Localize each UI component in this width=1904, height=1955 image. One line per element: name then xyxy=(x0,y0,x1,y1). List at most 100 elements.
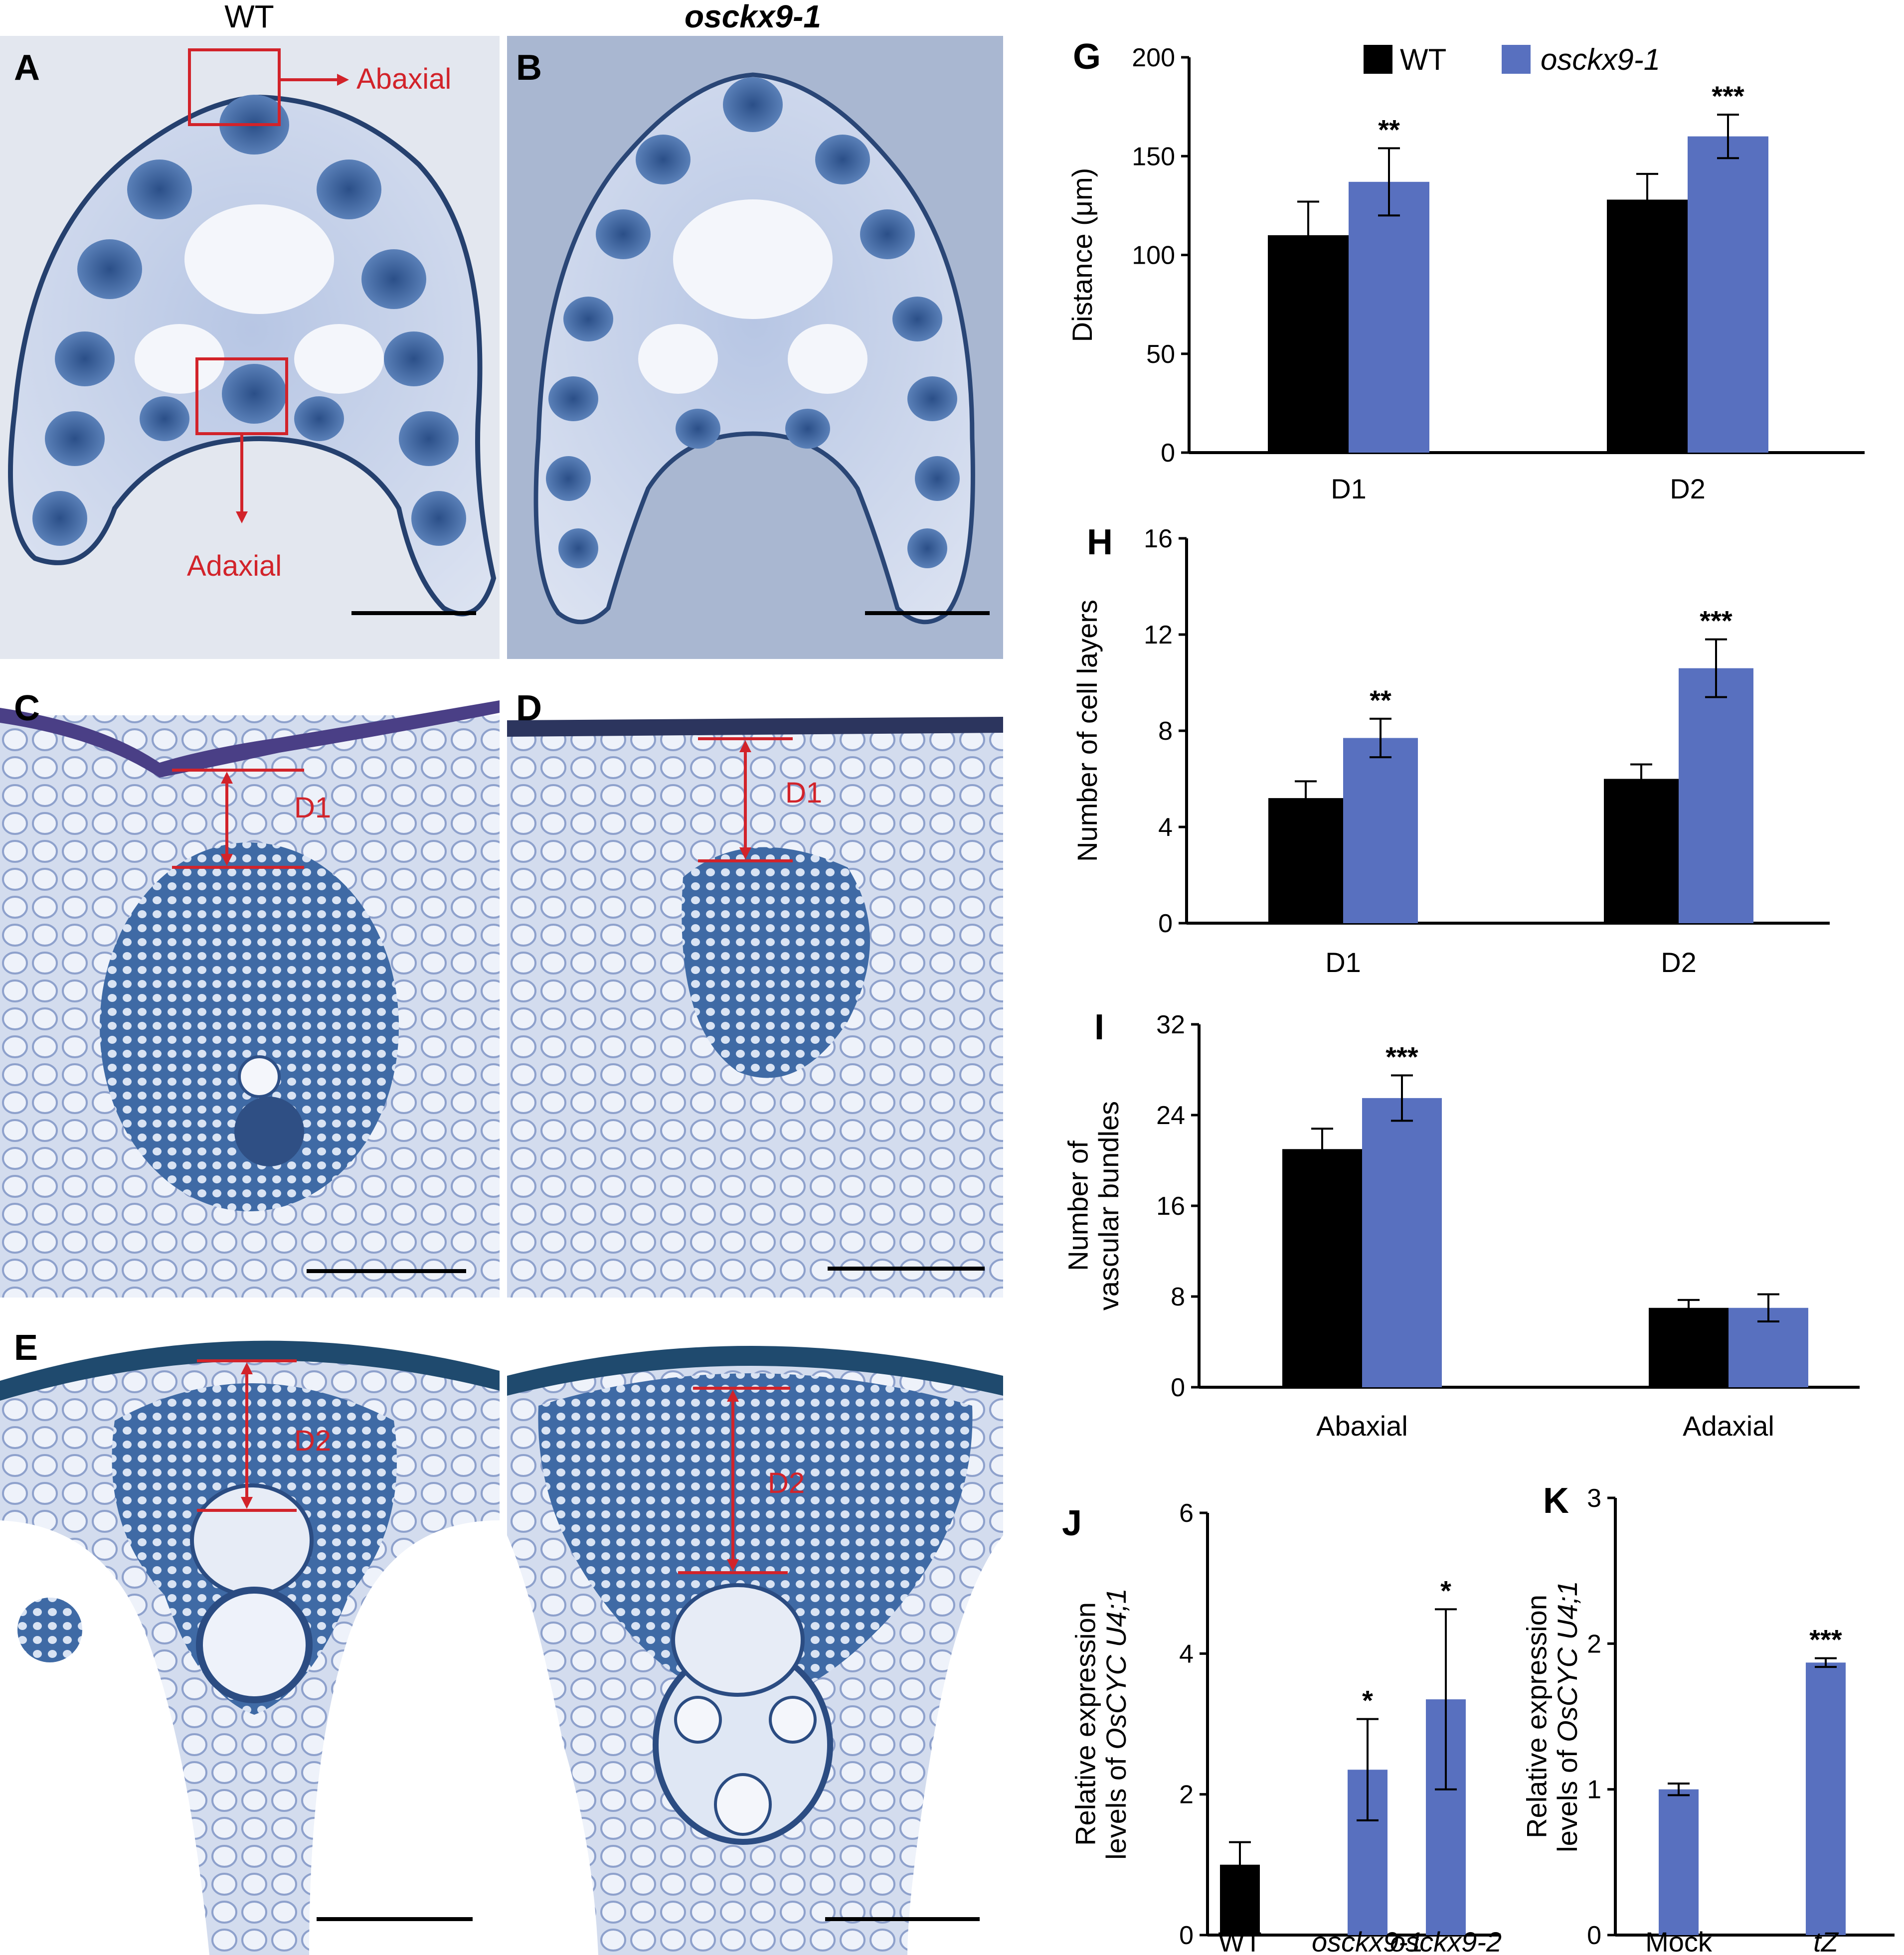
significance-label: ** xyxy=(1378,114,1400,145)
x-category-label: D1 xyxy=(1331,473,1367,504)
chart-g: 0 50 100 150 200 Distance (μm) ** D1 *** D2 xyxy=(1066,43,1865,504)
significance-label: *** xyxy=(1712,80,1744,112)
vascular-bundles xyxy=(546,77,960,568)
x-category-label: Mock xyxy=(1645,1926,1713,1955)
significance-label: *** xyxy=(1809,1624,1842,1655)
bar-mutant xyxy=(1349,181,1429,453)
adaxial-label: Adaxial xyxy=(187,550,282,582)
x-category-label: osckx9-1 xyxy=(1312,1926,1423,1955)
significance-label: * xyxy=(1440,1575,1451,1606)
bar-wt xyxy=(1649,1307,1729,1387)
y-tick-label: 16 xyxy=(1144,524,1173,553)
panel-label-k: K xyxy=(1543,1481,1569,1521)
vascular-bundles xyxy=(32,95,466,546)
y-tick-label: 16 xyxy=(1156,1192,1185,1221)
y-tick-label: 100 xyxy=(1132,241,1175,270)
d1-label: D1 xyxy=(294,792,331,824)
abaxial-box xyxy=(188,48,281,126)
micrograph-panel-c: D1 C xyxy=(0,670,500,1298)
x-category-label: WT xyxy=(1218,1926,1261,1955)
chart-legend: WT osckx9-1 xyxy=(1364,43,1660,76)
y-axis-label: Relative expressionlevels of OsCYC U4;1 xyxy=(1521,1581,1583,1852)
x-category-label: osckx9-2 xyxy=(1390,1926,1502,1955)
y-tick-label: 4 xyxy=(1158,813,1173,842)
panel-label-j: J xyxy=(1062,1503,1082,1543)
y-tick-label: 150 xyxy=(1132,142,1175,171)
y-tick-label: 12 xyxy=(1144,621,1173,650)
significance-label: *** xyxy=(1385,1041,1418,1072)
y-tick-label: 200 xyxy=(1132,43,1175,72)
leaf-section-outline xyxy=(533,72,975,625)
chart-j: 0 2 4 6 Relative expressionlevels of OsCYC U… xyxy=(1070,1499,1502,1955)
bar-wt xyxy=(1268,798,1343,923)
chart-i: 0 8 16 24 32 Number ofvascular bundles *** Abax… xyxy=(1062,1010,1860,1442)
d1-label: D1 xyxy=(785,777,822,809)
bar-wt xyxy=(1607,199,1688,453)
vascular-bundle xyxy=(682,847,870,1078)
bar-mutant xyxy=(1362,1098,1442,1387)
panel-label-h: H xyxy=(1087,522,1113,562)
x-category-label: D2 xyxy=(1661,947,1697,978)
legend-label-wt: WT xyxy=(1400,43,1446,76)
vascular-bundle xyxy=(538,1373,973,1705)
panel-label-a: A xyxy=(14,48,40,88)
air-spaces xyxy=(638,199,867,394)
x-category-label: D2 xyxy=(1670,473,1706,504)
panel-label-c: C xyxy=(14,688,40,728)
air-spaces xyxy=(135,204,384,394)
bar-wt xyxy=(1604,779,1679,923)
y-tick-label: 4 xyxy=(1179,1639,1194,1668)
panel-label-d: D xyxy=(516,688,542,728)
d2-label: D2 xyxy=(768,1467,805,1499)
y-tick-label: 32 xyxy=(1156,1010,1185,1039)
legend-label-mutant: osckx9-1 xyxy=(1541,43,1660,76)
x-category-label: D1 xyxy=(1325,947,1361,978)
y-axis-label: Relative expressionlevels of OsCYC U4;1 xyxy=(1070,1588,1132,1860)
y-tick-label: 1 xyxy=(1587,1776,1601,1804)
micrograph-panel-e: D2 E xyxy=(0,1308,500,1955)
y-tick-label: 2 xyxy=(1179,1781,1194,1809)
y-tick-label: 2 xyxy=(1587,1629,1601,1658)
significance-label: * xyxy=(1362,1685,1373,1716)
y-tick-label: 24 xyxy=(1156,1101,1185,1130)
y-tick-label: 8 xyxy=(1171,1283,1185,1311)
legend-swatch-mutant xyxy=(1502,45,1531,74)
bar xyxy=(1806,1662,1846,1935)
y-tick-label: 0 xyxy=(1587,1921,1601,1950)
y-tick-label: 0 xyxy=(1179,1921,1194,1950)
bar-mutant xyxy=(1679,668,1753,923)
bar-wt xyxy=(1282,1149,1362,1387)
y-tick-label: 0 xyxy=(1171,1373,1185,1402)
x-category-label: Adaxial xyxy=(1683,1410,1774,1442)
vascular-bundle xyxy=(100,842,399,1211)
chart-k: 0 1 2 3 Relative expressionlevels of OsCYC U… xyxy=(1521,1484,1895,1955)
legend-swatch-wt xyxy=(1364,45,1392,74)
y-tick-label: 50 xyxy=(1146,340,1175,369)
y-tick-label: 0 xyxy=(1161,439,1175,468)
y-tick-label: 0 xyxy=(1158,909,1173,938)
panel-label-b: B xyxy=(516,48,542,88)
y-axis-label: Distance (μm) xyxy=(1066,168,1098,342)
x-category-label: tZ xyxy=(1813,1926,1839,1955)
x-category-label: Abaxial xyxy=(1316,1410,1408,1442)
y-tick-label: 3 xyxy=(1587,1484,1601,1513)
panel-label-i: I xyxy=(1094,1007,1104,1047)
panel-label-f: F xyxy=(516,1328,538,1368)
d2-label: D2 xyxy=(294,1425,331,1457)
y-axis-label: Number of cell layers xyxy=(1071,600,1103,862)
leaf-section-outline xyxy=(8,94,497,617)
y-tick-label: 6 xyxy=(1179,1499,1194,1528)
y-tick-label: 8 xyxy=(1158,717,1173,746)
bar-wt xyxy=(1268,235,1349,453)
bar-mutant xyxy=(1688,136,1768,453)
bar xyxy=(1659,1789,1699,1935)
y-axis-label: Number ofvascular bundles xyxy=(1062,1101,1125,1310)
column-title-wt: WT xyxy=(224,0,274,34)
significance-label: ** xyxy=(1370,684,1391,716)
micrograph-panel-f: D2 F xyxy=(507,1308,1003,1955)
panel-label-e: E xyxy=(14,1328,38,1368)
micrograph-panel-d: D1 D xyxy=(507,670,1003,1298)
column-title-mutant: osckx9-1 xyxy=(685,0,821,34)
significance-label: *** xyxy=(1700,605,1732,637)
